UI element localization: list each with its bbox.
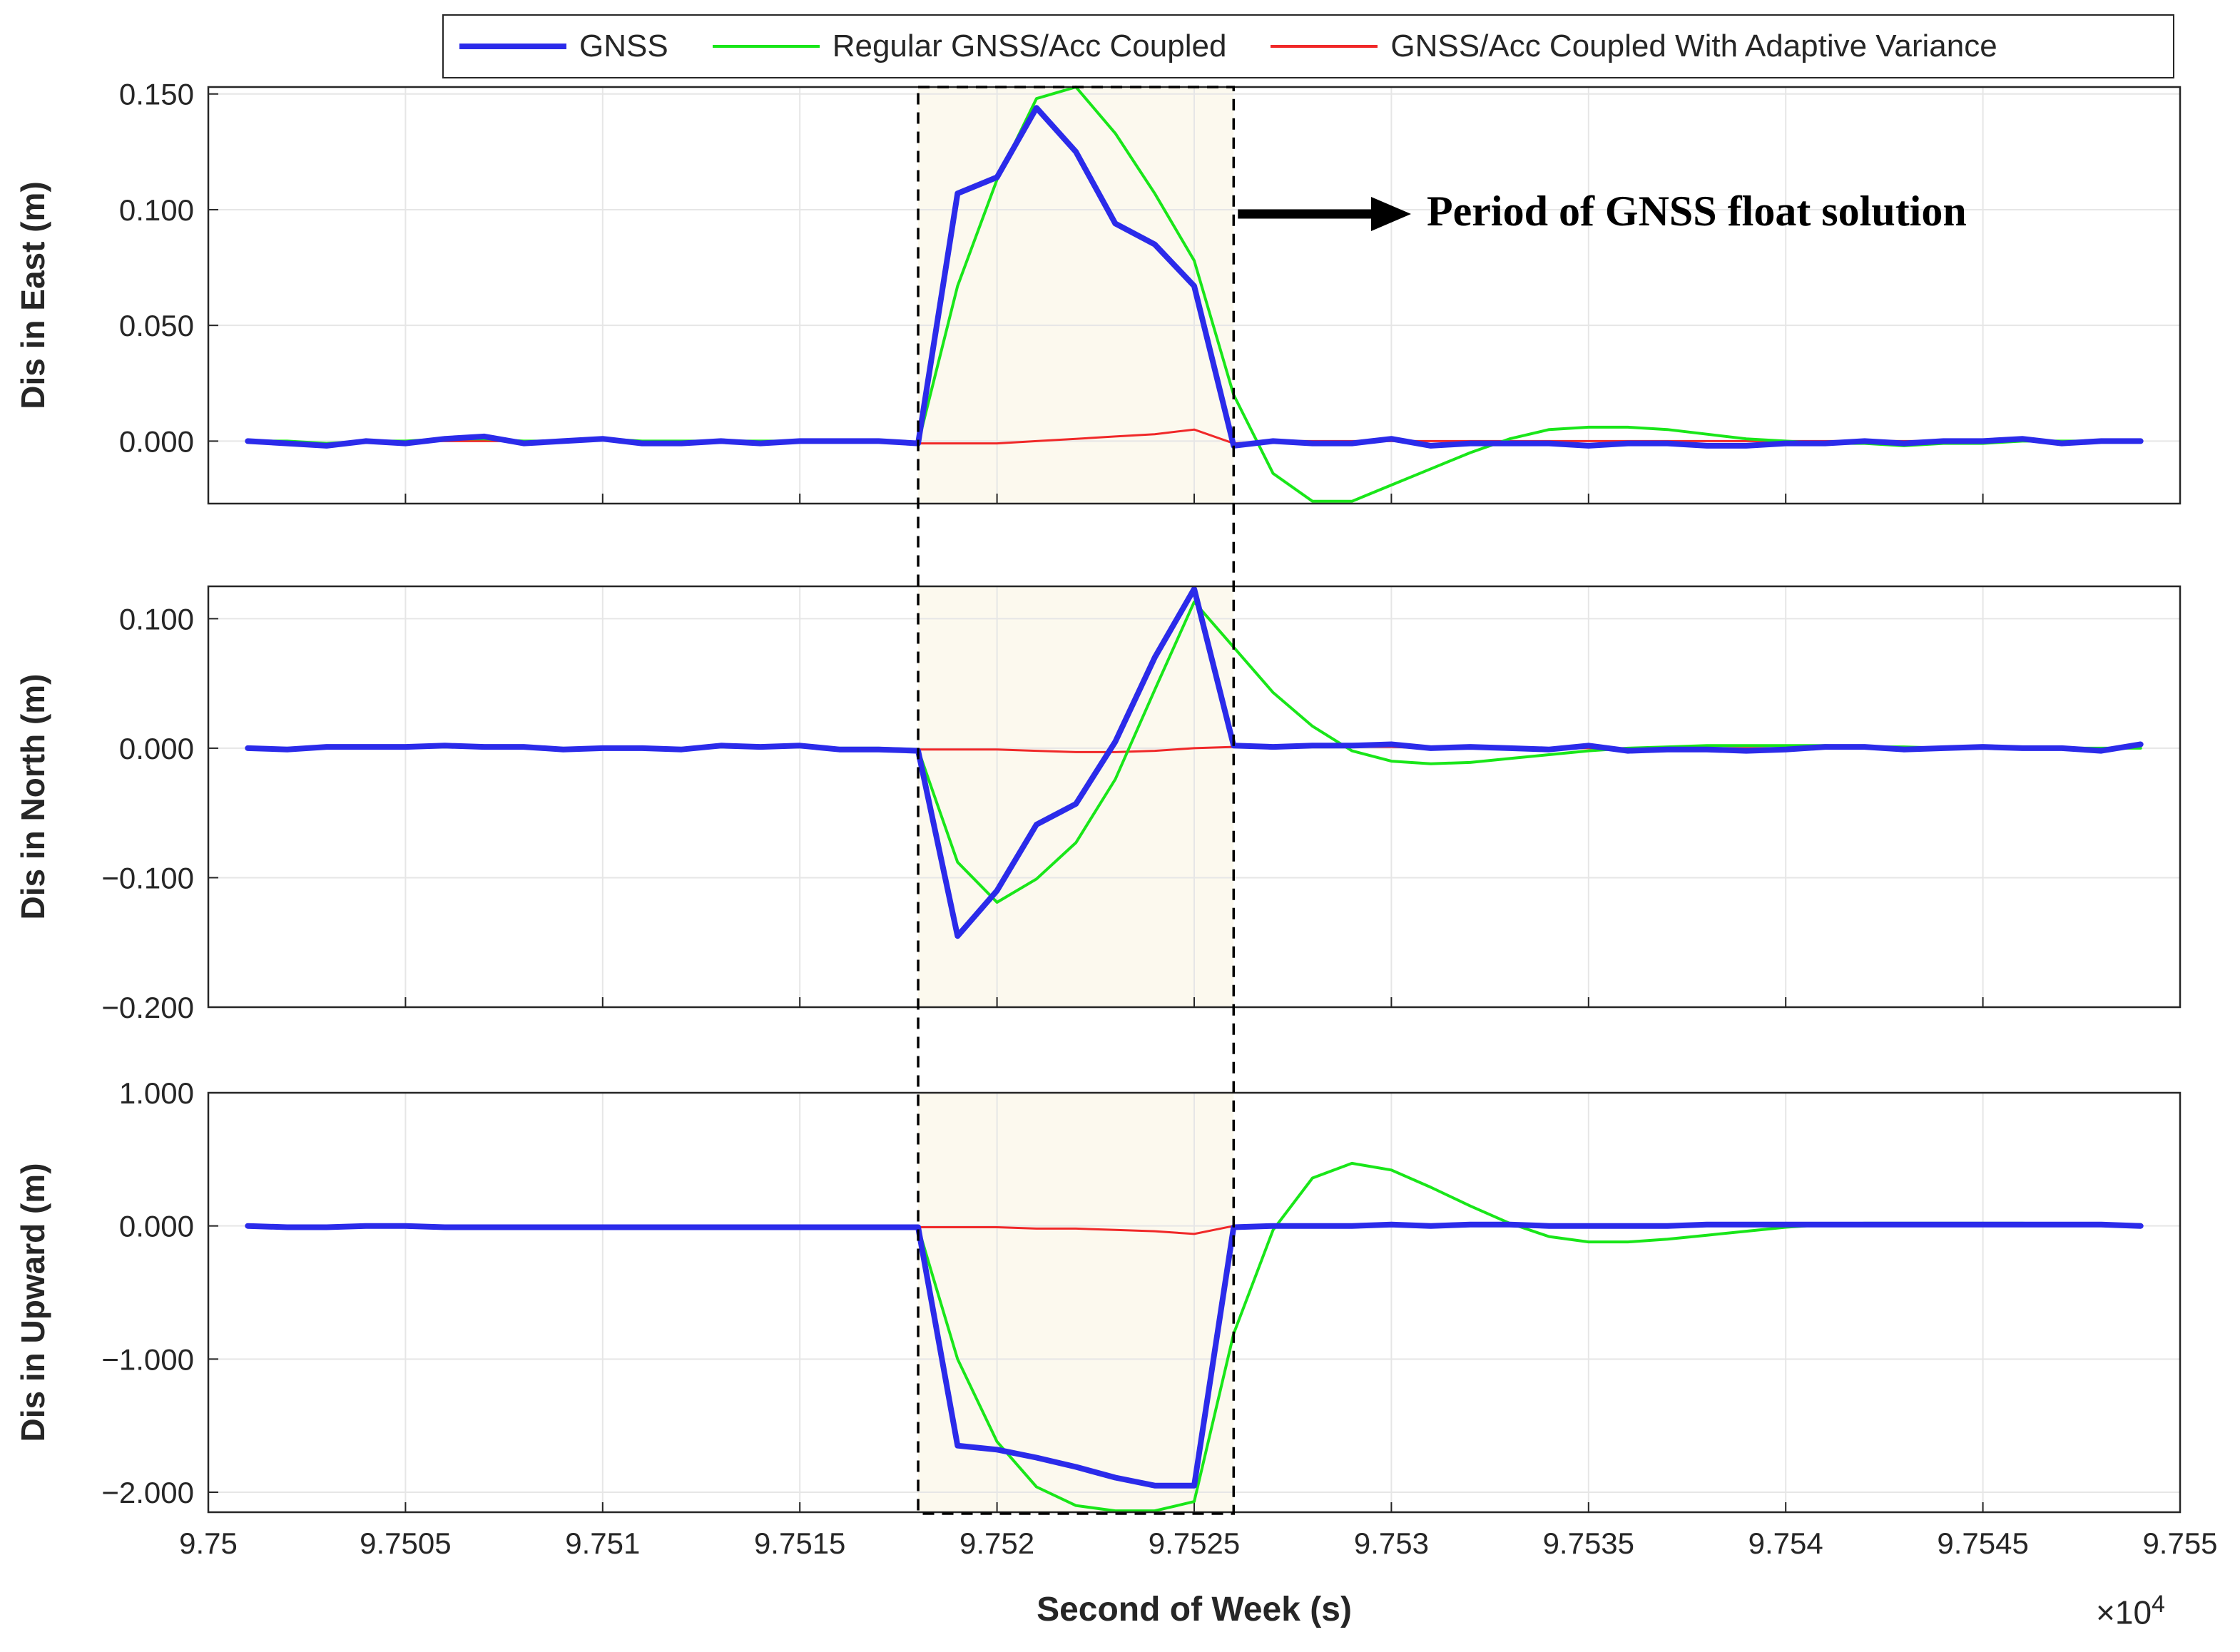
legend-item-adaptive-coupled: GNSS/Acc Coupled With Adaptive Variance bbox=[1271, 29, 1997, 64]
x-tick-label: 9.755 bbox=[2142, 1526, 2217, 1560]
plot-frame bbox=[207, 585, 2182, 1009]
legend-label-adaptive-coupled: GNSS/Acc Coupled With Adaptive Variance bbox=[1390, 29, 1997, 63]
x-tick-label: 9.7545 bbox=[1937, 1526, 2028, 1560]
y-axis-label: Dis in Upward (m) bbox=[14, 1163, 51, 1442]
annotation-arrow-head bbox=[1371, 197, 1411, 231]
x-tick-label: 9.754 bbox=[1748, 1526, 1823, 1560]
y-axis-label: Dis in North (m) bbox=[14, 674, 51, 920]
x-tick-label: 9.7505 bbox=[360, 1526, 451, 1560]
y-tick-label: 0.000 bbox=[119, 424, 194, 458]
legend-swatch-gnss bbox=[459, 44, 566, 49]
y-tick-label: −1.000 bbox=[101, 1342, 194, 1376]
y-tick-label: 0.050 bbox=[119, 309, 194, 342]
y-tick-label: −2.000 bbox=[101, 1476, 194, 1509]
x-axis-multiplier: ×104 bbox=[2096, 1591, 2165, 1631]
y-tick-label: 0.100 bbox=[119, 602, 194, 636]
y-axis-label: Dis in East (m) bbox=[14, 181, 51, 409]
subplot-1: 0.000 0.050 0.100 0.150 Dis in East (m) bbox=[14, 78, 2182, 505]
x-multiplier-exponent: 4 bbox=[2152, 1591, 2165, 1618]
x-tick-label: 9.751 bbox=[565, 1526, 640, 1560]
y-tick-label: 0.000 bbox=[119, 1210, 194, 1243]
subplot-3: −2.000 −1.000 0.000 1.000 Dis in Upward (m) 9… bbox=[14, 1076, 2218, 1628]
legend-item-gnss: GNSS bbox=[459, 29, 668, 64]
legend: GNSS Regular GNSS/Acc Coupled GNSS/Acc C… bbox=[442, 14, 2174, 78]
y-tick-label: 0.000 bbox=[119, 732, 194, 765]
x-tick-label: 9.7535 bbox=[1543, 1526, 1634, 1560]
y-tick-label: −0.200 bbox=[101, 991, 194, 1024]
legend-item-regular-coupled: Regular GNSS/Acc Coupled bbox=[712, 29, 1227, 64]
legend-swatch-regular-coupled bbox=[712, 45, 820, 48]
highlight-region bbox=[918, 1093, 1234, 1512]
series-line-1 bbox=[245, 1221, 2144, 1489]
series-line-1 bbox=[245, 586, 2144, 939]
x-tick-label: 9.75 bbox=[179, 1526, 238, 1560]
x-tick-label: 9.753 bbox=[1354, 1526, 1429, 1560]
x-axis-label: Second of Week (s) bbox=[1037, 1591, 1352, 1628]
plot-frame bbox=[207, 1091, 2182, 1514]
legend-label-gnss: GNSS bbox=[579, 29, 668, 63]
float-period-annotation: Period of GNSS float solution bbox=[1427, 188, 1967, 235]
x-tick-label: 9.7515 bbox=[754, 1526, 845, 1560]
legend-swatch-adaptive-coupled bbox=[1271, 45, 1378, 48]
legend-label-regular-coupled: Regular GNSS/Acc Coupled bbox=[832, 29, 1227, 63]
x-multiplier-base: ×10 bbox=[2096, 1594, 2152, 1631]
series-line-1 bbox=[245, 105, 2144, 449]
x-tick-label: 9.7525 bbox=[1149, 1526, 1240, 1560]
subplot-2: −0.200 −0.100 0.000 0.100 Dis in North (m) bbox=[14, 585, 2182, 1024]
y-tick-label: 0.150 bbox=[119, 78, 194, 111]
highlight-region bbox=[918, 586, 1234, 1007]
float-period-box bbox=[917, 86, 1236, 1515]
x-tick-label: 9.752 bbox=[959, 1526, 1034, 1560]
y-tick-label: 1.000 bbox=[119, 1076, 194, 1110]
y-tick-label: 0.100 bbox=[119, 193, 194, 227]
y-tick-label: −0.100 bbox=[101, 861, 194, 894]
